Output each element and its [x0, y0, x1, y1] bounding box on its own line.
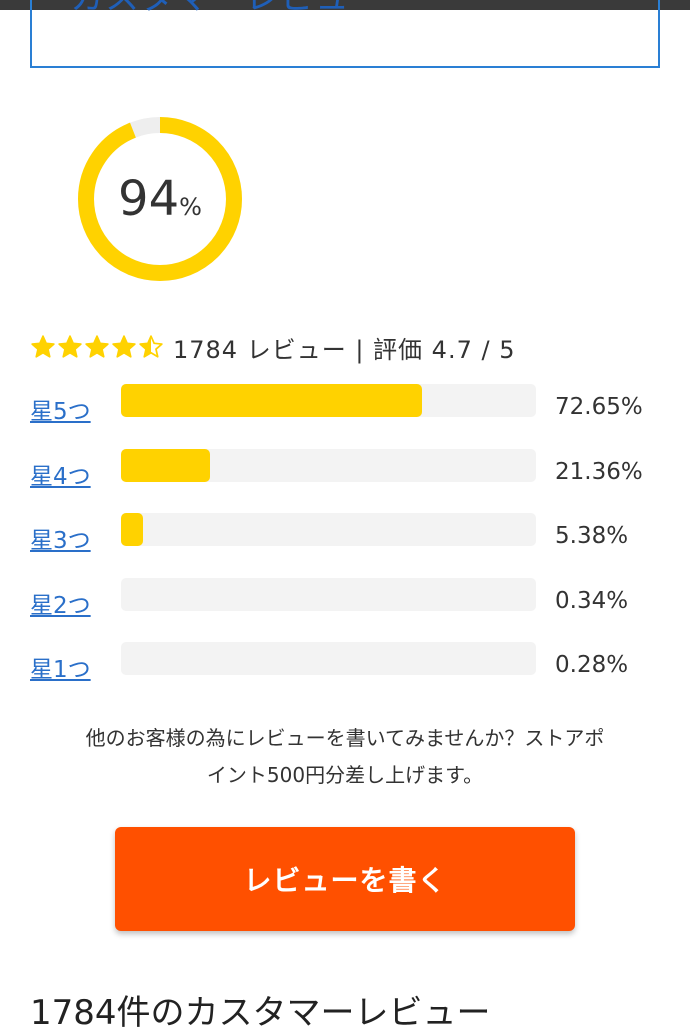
- donut-value: 94: [118, 171, 180, 227]
- rating-filter-link[interactable]: 星3つ: [30, 528, 91, 554]
- rating-filter-link[interactable]: 星1つ: [30, 657, 91, 683]
- rating-bar-fill: [121, 513, 144, 546]
- rating-percent: 0.28%: [555, 652, 629, 678]
- rating-percent: 72.65%: [555, 394, 643, 420]
- rating-row: 星4つ 21.36%: [0, 445, 690, 510]
- donut-chart: [78, 117, 242, 281]
- rating-filter-link[interactable]: 星5つ: [30, 399, 91, 425]
- star-icon: [57, 334, 84, 360]
- top-status-bar: [0, 0, 690, 10]
- rating-bar-track: [121, 513, 536, 546]
- star-icon: [111, 334, 138, 360]
- review-invite-text: 他のお客様の為にレビューを書いてみませんか？ストアポ イント500円分差し上げま…: [20, 720, 670, 794]
- write-review-label: レビューを書く: [243, 865, 447, 896]
- rating-bar-fill: [121, 448, 210, 482]
- rating-bar-track: [121, 384, 536, 417]
- rating-bar-fill: [121, 384, 423, 417]
- star-rating: [30, 334, 165, 360]
- donut-arc: [78, 117, 242, 281]
- rating-percent: 5.38%: [555, 523, 629, 549]
- donut-label: 94 %: [76, 115, 244, 283]
- reviews-section-title: 1784件のカスタマーレビュー: [30, 993, 491, 1033]
- header-title: カスタマーレビュー: [70, 0, 385, 19]
- header-box: カスタマーレビュー: [30, 0, 660, 68]
- satisfaction-donut: 94 %: [76, 115, 244, 283]
- rating-summary: 1784 レビュー | 評価 4.7 / 5: [30, 330, 515, 364]
- rating-bar-track: [121, 642, 536, 675]
- donut-unit: %: [179, 193, 202, 221]
- review-invite-line2: イント500円分差し上げます。: [206, 763, 484, 787]
- rating-row: 星2つ 0.34%: [0, 574, 690, 639]
- summary-text: 1784 レビュー | 評価 4.7 / 5: [173, 335, 516, 364]
- rating-row: 星3つ 5.38%: [0, 509, 690, 574]
- star-icon: [30, 334, 57, 360]
- write-review-button[interactable]: レビューを書く: [115, 827, 575, 931]
- rating-breakdown: 星5つ 72.65% 星4つ 21.36% 星3つ 5.38% 星2つ 0.34% 星1つ 0.2…: [0, 380, 690, 703]
- rating-row: 星1つ 0.28%: [0, 638, 690, 703]
- rating-filter-link[interactable]: 星4つ: [30, 463, 91, 490]
- review-invite-line1: 他のお客様の為にレビューを書いてみませんか？ストアポ: [85, 726, 605, 750]
- rating-bar-track: [121, 448, 536, 482]
- rating-percent: 0.34%: [555, 587, 629, 614]
- star-icon: [138, 334, 165, 360]
- rating-bar-track: [121, 577, 536, 611]
- rating-percent: 21.36%: [555, 458, 643, 485]
- star-icon: [84, 334, 111, 360]
- rating-row: 星5つ 72.65%: [0, 380, 690, 445]
- rating-filter-link[interactable]: 星2つ: [30, 592, 91, 619]
